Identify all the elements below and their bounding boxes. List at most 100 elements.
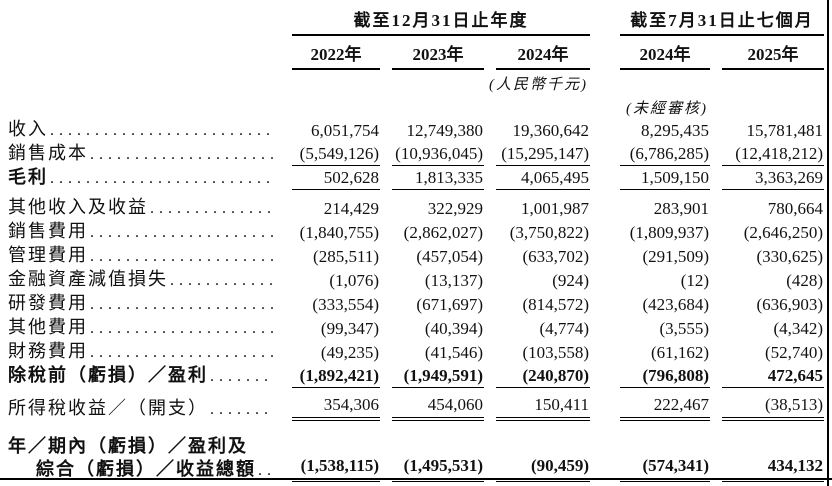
value-cell: (2,646,250): [743, 223, 824, 242]
row-label-text: 金融資產減值損失: [8, 269, 168, 289]
row-label-text: 銷售成本: [8, 143, 88, 163]
value-cell: 6,051,754: [311, 121, 379, 140]
value-cell: (10,936,045): [380, 142, 484, 166]
value-cell: (333,554): [312, 295, 379, 314]
empty-cell: [8, 36, 280, 70]
value-cell: (924): [552, 271, 590, 290]
row-label-text: 其他費用: [8, 317, 88, 337]
value-cell: (240,870): [484, 364, 591, 388]
row-selling-expenses: 銷售費用 (1,840,755) (2,862,027) (3,750,822)…: [8, 220, 824, 244]
row-label-text: 其他收入及收益: [8, 197, 148, 217]
value-cell: (52,740): [764, 343, 824, 362]
row-label-line1: 年／期內（虧損）／盈利及: [8, 436, 248, 456]
value-cell: 15,781,481: [746, 121, 824, 140]
value-cell: (103,558): [522, 343, 590, 362]
value-cell: 434,132: [710, 421, 825, 482]
unaudited-note: (未經審核): [626, 101, 709, 117]
value-cell: 1,813,335: [380, 166, 484, 190]
value-cell: (796,808): [608, 364, 711, 388]
page-right-rule: [827, 0, 829, 486]
dotted-leader: [90, 142, 274, 166]
page-bottom-rule: [0, 478, 832, 480]
empty-cell: [8, 6, 280, 36]
dotted-leader: [170, 268, 274, 292]
period-group-seven-months-title: 截至7月31日止七個月: [620, 6, 825, 36]
value-cell: (1,840,755): [299, 223, 379, 242]
value-cell: (633,702): [522, 247, 590, 266]
value-cell: (2,862,027): [403, 223, 483, 242]
row-label: 研發費用: [8, 292, 280, 316]
row-label-text: 管理費用: [8, 245, 88, 265]
value-cell: (1,892,421): [280, 364, 380, 388]
dotted-leader: [210, 364, 274, 388]
row-label-text: 所得稅收益／（開支）: [8, 398, 208, 418]
row-label: 其他費用: [8, 316, 280, 340]
value-cell: (636,903): [756, 295, 824, 314]
row-label: 毛利: [8, 166, 280, 190]
value-cell: (38,513): [710, 388, 825, 421]
year-header-2024: 2024年: [496, 36, 591, 70]
row-rd-expenses: 研發費用 (333,554) (671,697) (814,572) (423,…: [8, 292, 824, 316]
row-label: 其他收入及收益: [8, 190, 280, 220]
value-cell: (5,549,126): [280, 142, 380, 166]
value-cell: (671,697): [416, 295, 483, 314]
dotted-leader: [90, 220, 274, 244]
row-label: 銷售成本: [8, 142, 280, 166]
column-gap: [590, 6, 608, 36]
row-label-text: 除稅前（虧損）／盈利: [8, 365, 208, 385]
value-cell: 322,929: [427, 199, 483, 218]
value-cell: (1,538,115): [280, 421, 380, 482]
value-cell: (1,495,531): [380, 421, 484, 482]
value-cell: 283,901: [653, 199, 710, 218]
row-label: 所得稅收益／（開支）: [8, 388, 280, 421]
row-finance-costs: 財務費用 (49,235) (41,546) (103,558) (61,162…: [8, 340, 824, 364]
row-other-income: 其他收入及收益 214,429 322,929 1,001,987 283,90…: [8, 190, 824, 220]
currency-note-row: (人民幣千元): [8, 70, 824, 94]
year-header-2024-7m: 2024年: [620, 36, 711, 70]
row-admin-expenses: 管理費用 (285,511) (457,054) (633,702) (291,…: [8, 244, 824, 268]
period-group-seven-months: 截至7月31日止七個月: [608, 6, 825, 36]
value-cell: 3,363,269: [710, 166, 825, 190]
value-cell: (13,137): [424, 271, 483, 290]
column-gap: [590, 36, 608, 70]
value-cell: 8,295,435: [641, 121, 710, 140]
dotted-leader: [50, 166, 274, 190]
value-cell: 222,467: [608, 388, 711, 421]
value-cell: 19,360,642: [512, 121, 590, 140]
period-group-annual: 截至12月31日止年度: [280, 6, 591, 36]
row-label-text: 毛利: [8, 167, 48, 187]
dotted-leader: [50, 118, 274, 142]
value-cell: 12,749,380: [406, 121, 484, 140]
value-cell: 780,664: [767, 199, 824, 218]
period-group-row: 截至12月31日止年度 截至7月31日止七個月: [8, 6, 825, 36]
value-cell: (291,509): [642, 247, 710, 266]
period-group-annual-title: 截至12月31日止年度: [292, 6, 591, 36]
row-label: 管理費用: [8, 244, 280, 268]
value-cell: 1,509,150: [608, 166, 711, 190]
value-cell: 472,645: [710, 364, 825, 388]
currency-note: (人民幣千元): [489, 77, 589, 93]
value-cell: (12,418,212): [710, 142, 825, 166]
row-label-text: 收入: [8, 119, 48, 139]
value-cell: 454,060: [380, 388, 484, 421]
value-cell: (1,076): [329, 271, 379, 290]
year-header-2023: 2023年: [392, 36, 484, 70]
row-cost-of-sales: 銷售成本 (5,549,126) (10,936,045) (15,295,14…: [8, 142, 825, 166]
row-other-expenses: 其他費用 (99,347) (40,394) (4,774) (3,555) (…: [8, 316, 824, 340]
value-cell: (3,555): [659, 319, 710, 338]
value-cell: (814,572): [522, 295, 590, 314]
row-label: 財務費用: [8, 340, 280, 364]
row-impairment-losses: 金融資產減值損失 (1,076) (13,137) (924) (12) (42…: [8, 268, 824, 292]
value-cell: (4,342): [773, 319, 824, 338]
dotted-leader: [90, 316, 274, 340]
row-label: 年／期內（虧損）／盈利及 綜合（虧損）／收益總額: [8, 421, 280, 482]
value-cell: 354,306: [280, 388, 380, 421]
value-cell: (41,546): [424, 343, 483, 362]
value-cell: (330,625): [756, 247, 824, 266]
value-cell: (61,162): [650, 343, 710, 362]
row-label-text: 研發費用: [8, 293, 88, 313]
dotted-leader: [90, 340, 274, 364]
year-header-row: 2022年 2023年 2024年 2024年 2025年: [8, 36, 825, 70]
value-cell: 150,411: [484, 388, 591, 421]
